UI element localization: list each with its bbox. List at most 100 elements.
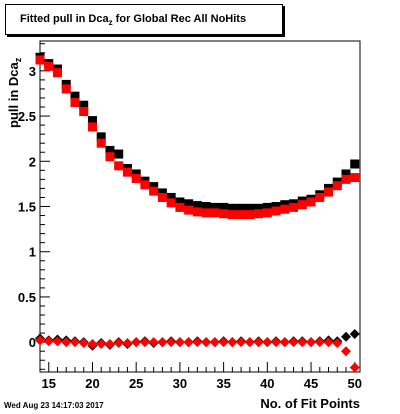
data-point-square: [271, 202, 281, 211]
data-point-square: [52, 68, 62, 78]
timestamp: Wed Aug 23 14:17:03 2017: [4, 401, 104, 410]
data-point-diamond: [262, 337, 273, 348]
y-axis-label: pull in Dcaz: [6, 57, 23, 128]
data-point-square: [280, 200, 290, 210]
data-point-square: [254, 203, 264, 213]
x-axis-label: No. of Fit Points: [260, 396, 360, 411]
data-point-square: [175, 202, 185, 212]
data-point-square: [122, 167, 132, 177]
data-point-diamond: [297, 337, 308, 348]
data-point-square: [262, 202, 272, 212]
data-point-diamond: [349, 362, 360, 373]
data-point-diamond: [341, 346, 352, 357]
data-point-square: [70, 91, 80, 101]
data-point-square: [166, 198, 176, 208]
data-point-diamond: [209, 337, 220, 348]
data-point-diamond: [52, 336, 63, 347]
data-point-square: [297, 200, 307, 210]
data-point-diamond: [227, 337, 238, 348]
data-point-square: [157, 188, 167, 198]
data-point-square: [280, 204, 290, 214]
y-tick-label: 1.5: [18, 200, 36, 215]
y-tick-label: 2: [29, 154, 36, 169]
data-point-square: [184, 205, 194, 215]
data-point-diamond: [87, 338, 98, 349]
data-point-square: [210, 208, 220, 218]
data-point-diamond: [104, 338, 115, 349]
data-point-square: [341, 174, 351, 184]
data-point-square: [70, 97, 80, 107]
data-point-square: [44, 61, 54, 71]
data-point-square: [289, 202, 299, 212]
x-tick-label: 45: [304, 376, 318, 391]
data-point-square: [192, 207, 202, 217]
data-point-square: [96, 138, 106, 148]
data-point-diamond: [61, 337, 72, 348]
data-point-diamond: [244, 337, 255, 348]
data-point-square: [271, 206, 281, 216]
data-point-square: [227, 210, 237, 220]
data-point-diamond: [78, 338, 89, 349]
data-point-diamond: [341, 331, 352, 342]
data-point-square: [61, 79, 71, 89]
data-point-square: [96, 132, 106, 142]
data-point-square: [262, 208, 272, 218]
data-point-diamond: [43, 336, 54, 347]
data-point-diamond: [35, 335, 45, 346]
data-point-square: [79, 107, 89, 117]
data-point-square: [166, 192, 176, 202]
data-point-square: [254, 209, 264, 219]
data-point-diamond: [122, 338, 133, 349]
data-point-square: [227, 203, 237, 213]
data-point-square: [157, 192, 167, 202]
data-point-diamond: [69, 337, 80, 348]
data-point-square: [219, 202, 229, 212]
data-point-square: [114, 161, 124, 171]
data-point-square: [315, 192, 325, 202]
x-tick-label: 25: [129, 376, 143, 391]
y-tick-label: 3: [29, 64, 36, 79]
data-point-diamond: [192, 337, 203, 348]
data-point-square: [105, 145, 115, 155]
data-point-square: [341, 169, 351, 179]
data-point-square: [175, 197, 185, 207]
data-point-square: [245, 203, 255, 213]
data-point-square: [131, 169, 141, 179]
data-point-square: [219, 209, 229, 219]
data-point-square: [131, 173, 141, 183]
y-tick-label: 0.5: [18, 290, 36, 305]
y-tick-label: 0: [29, 335, 36, 350]
data-point-square: [306, 197, 316, 207]
x-tick-label: 40: [260, 376, 274, 391]
y-tick-label: 1: [29, 245, 36, 260]
data-point-diamond: [349, 329, 360, 340]
data-point-square: [61, 84, 71, 94]
data-point-diamond: [306, 337, 317, 348]
data-point-square: [35, 55, 45, 65]
data-point-diamond: [139, 337, 150, 348]
data-point-square: [236, 203, 246, 213]
data-point-square: [114, 149, 124, 159]
data-point-square: [210, 202, 220, 212]
data-point-diamond: [332, 338, 343, 349]
data-point-square: [236, 210, 246, 220]
x-tick-label: 50: [348, 376, 362, 391]
data-point-diamond: [253, 337, 264, 348]
data-point-diamond: [218, 337, 229, 348]
x-tick-label: 35: [216, 376, 230, 391]
data-point-diamond: [314, 337, 325, 348]
data-point-square: [324, 187, 334, 197]
data-point-square: [350, 173, 360, 183]
x-tick-label: 30: [173, 376, 187, 391]
data-point-diamond: [96, 338, 107, 349]
data-point-diamond: [236, 337, 247, 348]
data-point-diamond: [148, 337, 159, 348]
data-point-square: [192, 201, 202, 211]
data-point-square: [201, 208, 211, 218]
data-point-diamond: [131, 337, 142, 348]
data-point-square: [79, 100, 89, 110]
data-point-square: [184, 199, 194, 209]
data-point-diamond: [288, 337, 299, 348]
